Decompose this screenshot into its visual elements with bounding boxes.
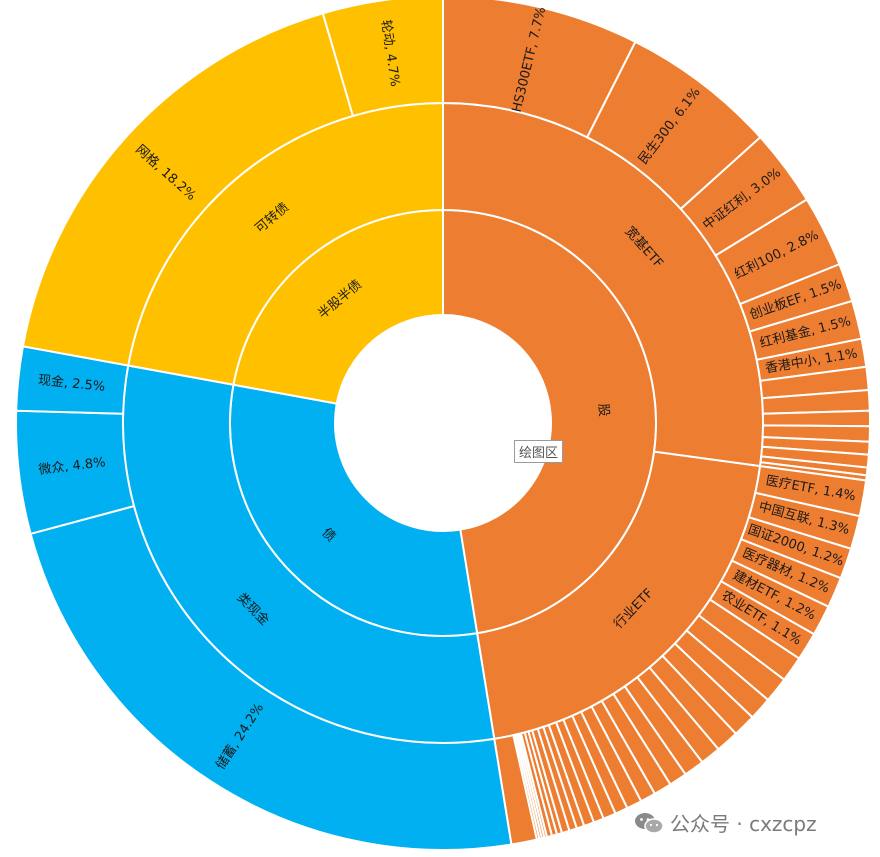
watermark: 公众号 · cxzcpz [634, 808, 817, 837]
watermark-text: 公众号 · cxzcpz [670, 812, 817, 836]
wechat-icon [635, 812, 664, 834]
plot-area-tooltip: 绘图区 [514, 440, 564, 463]
segment-label-股: 股 [595, 403, 611, 417]
segment-储蓄[interactable] [29, 504, 513, 851]
segment-label-现金: 现金, 2.5% [37, 372, 106, 395]
segment-轮动[interactable] [321, 0, 444, 118]
segment-unlabeled-2-9[interactable] [761, 409, 871, 428]
